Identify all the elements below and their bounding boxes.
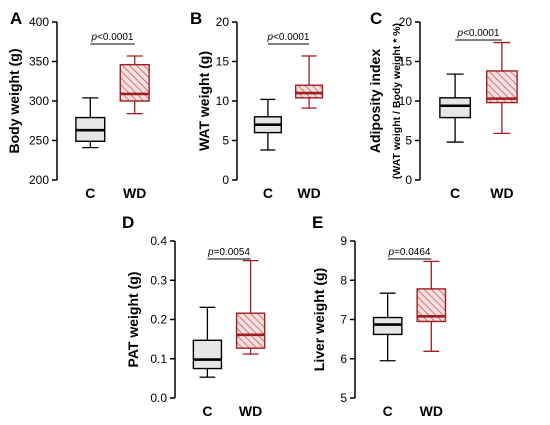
panel-label: A: [10, 9, 22, 28]
x-category-label: C: [450, 185, 460, 201]
wd-box: [119, 63, 150, 102]
y-tick-label: 8: [340, 273, 347, 287]
y-tick-label: 250: [29, 134, 49, 148]
y-tick-label: 0: [405, 173, 412, 187]
p-value-label: p=0.0054: [207, 247, 250, 258]
y-tick-label: 10: [399, 94, 413, 108]
x-category-label: WD: [123, 185, 146, 201]
x-category-label: C: [263, 185, 273, 201]
control-box: [192, 339, 223, 370]
y-axis-sublabel: (WAT weight / Body weight * %): [391, 23, 403, 179]
x-category-label: WD: [239, 403, 262, 419]
wd-box: [295, 84, 324, 99]
y-tick-label: 350: [29, 55, 49, 69]
panel-label: B: [190, 9, 202, 28]
y-tick-label: 0.0: [150, 391, 167, 405]
y-tick-label: 0.4: [150, 234, 167, 248]
wd-box: [235, 312, 266, 349]
p-symbol: p: [457, 28, 464, 39]
p-symbol: p: [91, 32, 98, 43]
panel-d: D 0.0 0.1 0.2 0.3 0.4 PAT weight (g) C WD p=0.005…: [122, 213, 266, 419]
panel-label: C: [370, 9, 382, 28]
x-category-label: C: [202, 403, 212, 419]
p-value: <0.0001: [463, 28, 500, 39]
p-value-label: p<0.0001: [457, 28, 500, 39]
p-value: =0.0054: [214, 247, 251, 258]
y-tick-label: 20: [399, 15, 413, 29]
p-symbol: p: [267, 32, 274, 43]
y-tick-label: 15: [399, 55, 413, 69]
control-box: [372, 316, 403, 336]
y-tick-label: 200: [29, 173, 49, 187]
y-tick-label: 7: [340, 313, 347, 327]
p-value-label: p<0.0001: [91, 32, 134, 43]
p-value-label: p<0.0001: [267, 32, 310, 43]
x-category-label: WD: [490, 185, 513, 201]
y-tick-label: 15: [216, 55, 230, 69]
y-axis-label: PAT weight (g): [125, 272, 141, 368]
wd-box: [485, 70, 518, 104]
panel-label: D: [122, 213, 134, 232]
y-tick-label: 10: [216, 94, 230, 108]
panel-b: B 0 5 10 15 20 WAT weight (g) C WD p<0.0001: [190, 9, 324, 201]
y-axis-label: Adiposity index: [367, 49, 383, 153]
x-category-label: WD: [297, 185, 320, 201]
panel-e: E 5 6 7 8 9 Liver weight (g) C WD p=0.0464: [311, 213, 447, 419]
x-category-label: C: [383, 403, 393, 419]
y-tick-label: 0.3: [150, 273, 167, 287]
p-symbol: p: [207, 247, 214, 258]
y-tick-label: 300: [29, 94, 49, 108]
y-tick-label: 400: [29, 15, 49, 29]
y-tick-label: 5: [340, 391, 347, 405]
y-axis-label: Liver weight (g): [311, 268, 327, 371]
y-tick-label: 6: [340, 352, 347, 366]
panel-a: A 200 250 300 350 400 Body weight (g) C WD p<0.00…: [6, 9, 150, 201]
y-tick-label: 0.1: [150, 352, 167, 366]
y-tick-label: 9: [340, 234, 347, 248]
y-tick-label: 5: [405, 134, 412, 148]
p-value-label: p=0.0464: [388, 247, 431, 258]
y-tick-label: 0: [222, 173, 229, 187]
y-axis-label: WAT weight (g): [196, 51, 212, 151]
y-axis-label: Body weight (g): [6, 49, 22, 154]
panel-c: C 0 5 10 15 20 Adiposity index (WAT weight / Bo…: [367, 9, 518, 201]
panel-label: E: [312, 213, 323, 232]
x-category-label: WD: [420, 403, 443, 419]
p-value: =0.0464: [394, 247, 431, 258]
x-category-label: C: [85, 185, 95, 201]
p-symbol: p: [388, 247, 395, 258]
y-tick-label: 0.2: [150, 313, 167, 327]
y-tick-label: 5: [222, 134, 229, 148]
control-box: [439, 97, 472, 119]
p-value: <0.0001: [273, 32, 310, 43]
p-value: <0.0001: [97, 32, 134, 43]
y-tick-label: 20: [216, 15, 230, 29]
